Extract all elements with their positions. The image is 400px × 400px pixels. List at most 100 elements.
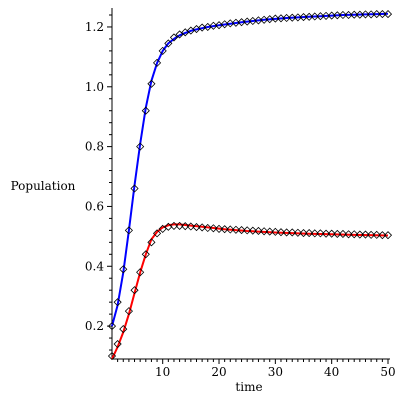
data-point-marker	[293, 13, 302, 22]
y-tick-label: 1.2	[85, 20, 104, 34]
data-point-marker	[350, 10, 359, 19]
data-point-marker	[175, 30, 184, 39]
data-point-marker	[367, 230, 376, 239]
data-point-marker	[271, 14, 280, 23]
data-point-marker	[152, 58, 162, 67]
data-point-marker	[299, 13, 308, 22]
data-point-marker	[316, 229, 325, 238]
y-axis-label: Population	[11, 179, 76, 193]
data-point-marker	[276, 228, 286, 237]
data-point-marker	[321, 229, 331, 238]
data-point-marker	[338, 10, 348, 20]
x-tick-label: 40	[324, 365, 339, 379]
y-tick-label: 0.4	[85, 259, 104, 273]
data-point-marker	[383, 231, 393, 240]
series-line-0	[111, 12, 389, 327]
x-tick-label: 50	[380, 365, 395, 379]
data-point-marker	[209, 224, 218, 233]
data-point-marker	[243, 226, 252, 235]
data-point-marker	[130, 286, 139, 295]
data-point-marker	[147, 238, 156, 247]
data-point-marker	[113, 339, 122, 349]
y-ticks: 0.2 0.4 0.6 0.8 1.0 1.2	[85, 14, 112, 351]
series-line-1	[111, 223, 389, 360]
data-point-marker	[327, 11, 336, 20]
data-point-marker	[254, 226, 263, 236]
axes	[111, 8, 390, 360]
data-point-marker	[344, 10, 353, 20]
data-point-marker	[327, 229, 336, 238]
data-point-marker	[305, 228, 314, 238]
data-point-marker	[158, 46, 167, 55]
data-point-marker	[321, 11, 331, 20]
data-point-marker	[248, 226, 257, 235]
data-point-marker	[141, 106, 150, 115]
data-point-marker	[107, 322, 117, 331]
y-tick-label: 0.6	[85, 199, 104, 213]
data-point-marker	[119, 265, 128, 274]
x-tick-label: 10	[155, 365, 170, 379]
data-point-marker	[124, 307, 133, 316]
data-point-marker	[305, 12, 314, 21]
data-point-marker	[361, 230, 370, 239]
y-tick-label: 1.0	[85, 80, 104, 94]
data-point-marker	[333, 11, 342, 20]
data-point-marker	[181, 222, 190, 231]
data-point-marker	[260, 227, 269, 236]
data-point-marker	[231, 225, 240, 234]
data-point-marker	[333, 229, 342, 239]
data-point-marker	[158, 224, 167, 233]
data-point-marker	[367, 10, 376, 19]
data-point-marker	[130, 184, 139, 193]
data-point-marker	[141, 250, 150, 259]
data-point-marker	[113, 298, 122, 307]
data-point-marker	[169, 221, 179, 230]
data-point-marker	[310, 12, 319, 21]
x-tick-label: 30	[268, 365, 283, 379]
data-point-marker	[265, 227, 274, 236]
data-point-marker	[164, 39, 173, 48]
data-point-marker	[136, 142, 145, 151]
y-tick-label: 0.2	[85, 319, 104, 333]
data-point-marker	[288, 228, 297, 237]
data-point-marker	[288, 13, 297, 22]
data-point-marker	[214, 224, 224, 233]
data-point-marker	[186, 222, 195, 231]
x-tick-label: 20	[211, 365, 226, 379]
data-point-marker	[124, 226, 133, 235]
y-tick-label: 0.8	[85, 140, 104, 154]
data-point-marker	[355, 230, 364, 239]
x-ticks: 10 20 30 40 50	[117, 359, 396, 379]
data-point-marker	[192, 223, 201, 232]
data-point-marker	[350, 230, 359, 239]
data-point-marker	[237, 226, 246, 235]
data-point-marker	[282, 228, 291, 237]
data-point-marker	[372, 230, 381, 239]
data-point-marker	[316, 12, 325, 21]
data-point-marker	[372, 10, 381, 19]
data-point-marker	[107, 351, 117, 361]
data-point-marker	[361, 10, 370, 19]
marker-layer	[107, 10, 393, 361]
data-point-marker	[344, 230, 353, 239]
data-point-marker	[226, 225, 235, 234]
data-point-marker	[310, 229, 319, 238]
data-point-marker	[338, 229, 348, 239]
data-point-marker	[175, 221, 184, 230]
data-point-marker	[119, 325, 128, 334]
data-point-marker	[378, 10, 387, 19]
data-point-marker	[276, 14, 286, 23]
data-point-marker	[293, 228, 302, 237]
data-point-marker	[136, 268, 145, 277]
data-point-marker	[383, 10, 393, 19]
x-axis-label: time	[235, 380, 262, 394]
data-point-marker	[198, 223, 207, 232]
data-point-marker	[152, 229, 162, 238]
series-layer	[111, 12, 389, 360]
data-point-marker	[203, 223, 212, 233]
data-point-marker	[355, 10, 364, 19]
data-point-marker	[299, 228, 308, 238]
data-point-marker	[271, 227, 280, 236]
data-point-marker	[378, 231, 387, 240]
